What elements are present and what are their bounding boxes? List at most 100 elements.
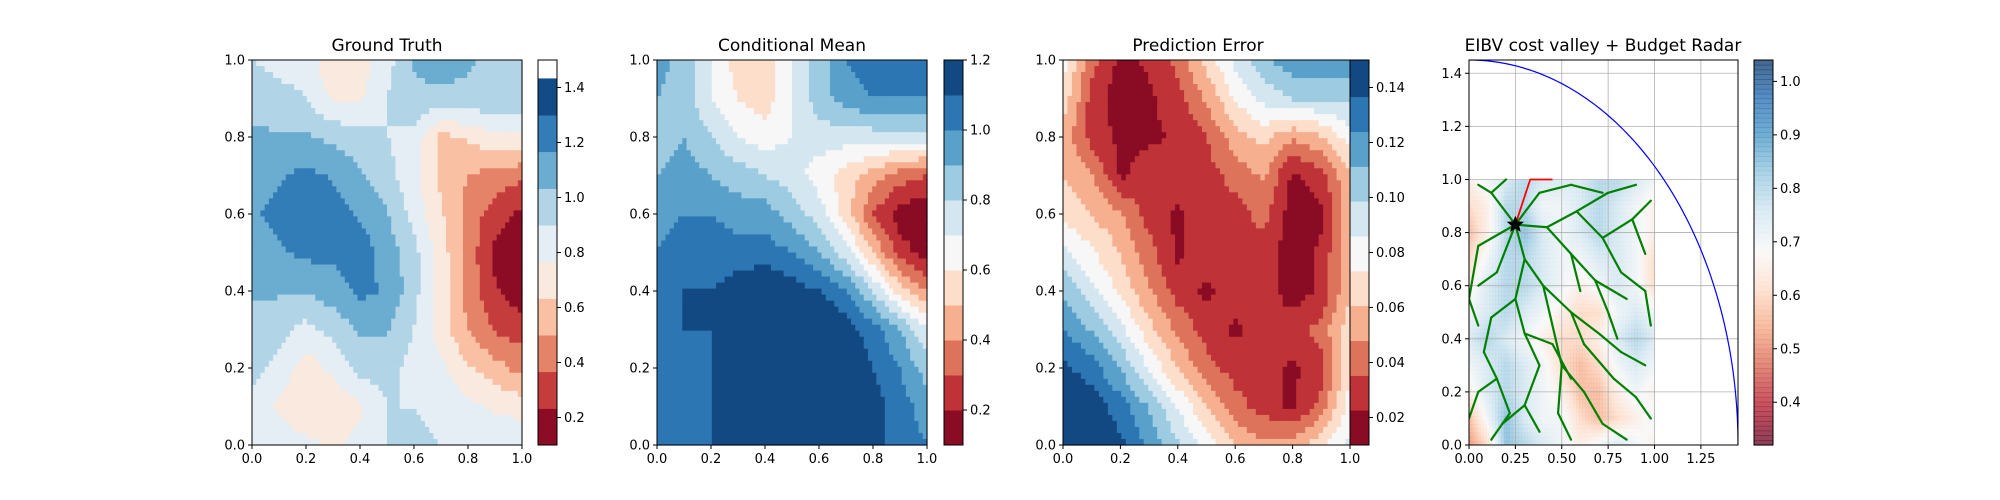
field-cell: [437, 384, 443, 392]
field-cell: [327, 396, 333, 404]
field-cell: [703, 132, 709, 139]
field-cell: [365, 132, 371, 139]
field-cell: [429, 282, 435, 290]
field-cell: [361, 162, 367, 169]
field-cell: [268, 306, 274, 314]
field-cell: [492, 246, 498, 254]
field-cell: [467, 426, 472, 434]
field-cell: [298, 432, 304, 440]
field-cell: [277, 330, 283, 338]
field-cell: [488, 372, 494, 380]
field-cell: [323, 378, 329, 386]
field-cell: [374, 126, 380, 133]
field-cell: [433, 378, 439, 386]
field-cell: [252, 102, 257, 109]
field-cell: [357, 168, 363, 175]
field-cell: [808, 84, 814, 91]
field-cell: [716, 114, 721, 121]
field-cell: [399, 216, 405, 224]
field-cell: [395, 204, 401, 211]
field-cell: [462, 354, 468, 362]
field-cell: [408, 384, 413, 392]
field-cell: [302, 246, 308, 254]
field-cell: [382, 222, 388, 230]
field-cell: [901, 96, 907, 103]
field-cell: [914, 90, 920, 97]
field-cell: [285, 72, 291, 79]
field-cell: [298, 336, 304, 344]
field-cell: [403, 396, 409, 404]
field-cell: [395, 384, 401, 392]
field-cell: [446, 384, 451, 392]
field-cell: [311, 324, 316, 332]
field-cell: [488, 294, 494, 302]
field-cell: [690, 90, 696, 97]
field-cell: [289, 138, 295, 145]
field-cell: [336, 78, 342, 85]
field-cell: [323, 420, 329, 428]
field-cell: [268, 324, 274, 332]
field-cell: [872, 120, 877, 127]
field-cell: [471, 84, 477, 91]
field-cell: [340, 258, 346, 266]
field-cell: [420, 270, 426, 278]
field-cell: [408, 330, 413, 338]
field-cell: [378, 240, 384, 248]
field-cell: [462, 306, 468, 314]
field-cell: [462, 144, 468, 151]
field-cell: [412, 396, 418, 404]
field-cell: [252, 222, 257, 230]
field-cell: [382, 354, 388, 362]
field-cell: [323, 96, 329, 103]
field-cell: [298, 366, 304, 374]
field-cell: [365, 210, 371, 218]
field-cell: [370, 144, 375, 151]
field-cell: [484, 366, 489, 374]
field-cell: [496, 330, 502, 338]
x-tick-label: 0.0: [242, 452, 263, 467]
field-cell: [462, 84, 468, 91]
field-cell: [252, 342, 257, 350]
field-cell: [454, 252, 460, 260]
field-cell: [273, 132, 278, 139]
field-cell: [374, 282, 380, 290]
field-cell: [277, 390, 283, 398]
field-cell: [437, 282, 443, 290]
field-cell: [471, 150, 477, 157]
field-cell: [311, 78, 316, 85]
field-cell: [492, 180, 498, 187]
field-cell: [327, 60, 333, 67]
field-cell: [319, 204, 325, 211]
field-cell: [302, 336, 308, 344]
field-cell: [488, 414, 494, 422]
field-cell: [256, 240, 262, 248]
field-cell: [319, 330, 325, 338]
field-cell: [277, 438, 283, 446]
field-cell: [268, 408, 274, 416]
field-cell: [416, 96, 422, 103]
field-cell: [661, 108, 667, 115]
field-cell: [914, 66, 920, 73]
field-cell: [306, 306, 312, 314]
field-cell: [412, 360, 418, 368]
field-cell: [669, 60, 675, 67]
field-cell: [500, 114, 506, 121]
field-cell: [294, 300, 300, 308]
field-cell: [682, 96, 688, 103]
field-cell: [294, 306, 300, 314]
field-cell: [361, 138, 367, 145]
field-cell: [766, 66, 772, 73]
field-cell: [403, 246, 409, 254]
field-cell: [813, 60, 818, 67]
field-cell: [256, 84, 262, 91]
field-cell: [416, 246, 422, 254]
field-cell: [399, 378, 405, 386]
field-cell: [661, 114, 667, 121]
field-cell: [382, 324, 388, 332]
field-cell: [357, 270, 363, 278]
field-cell: [496, 318, 502, 326]
field-cell: [454, 402, 460, 410]
field-cell: [889, 132, 894, 139]
field-cell: [859, 108, 865, 115]
field-cell: [294, 336, 300, 344]
